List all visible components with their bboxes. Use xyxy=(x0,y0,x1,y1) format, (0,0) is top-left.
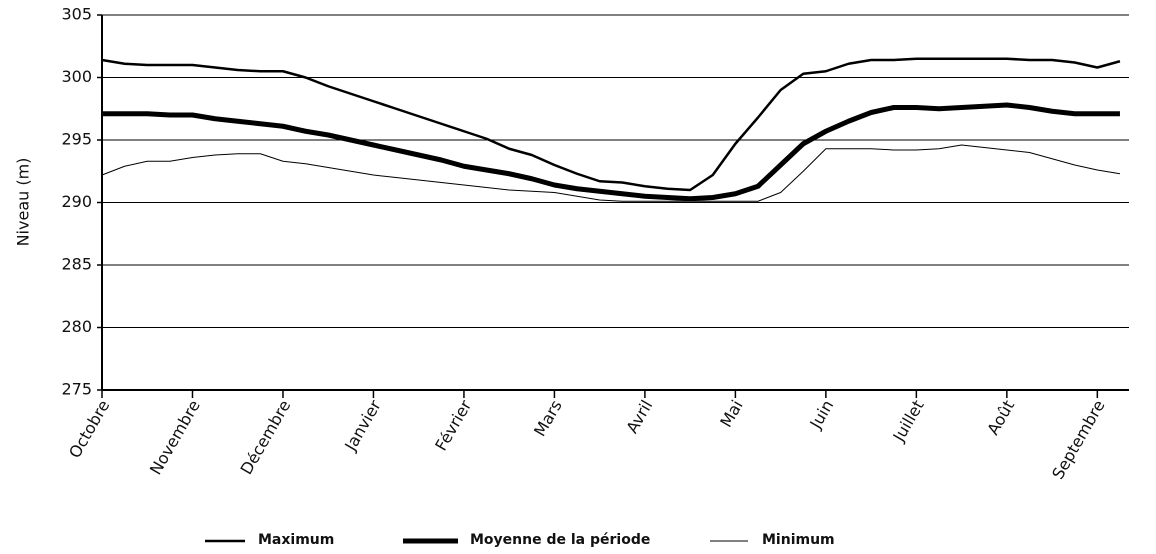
series-line xyxy=(102,102,1120,202)
x-tick-label: Septembre xyxy=(1048,397,1109,483)
x-tick-label: Avril xyxy=(622,397,656,437)
x-tick-label: Juin xyxy=(806,397,838,433)
y-tick-label: 295 xyxy=(61,130,92,149)
legend-label: Moyenne de la période xyxy=(470,532,650,548)
y-tick-label: 275 xyxy=(61,380,92,399)
series-line xyxy=(101,57,1121,192)
y-tick-label: 305 xyxy=(61,5,92,24)
x-tick-label: Janvier xyxy=(340,396,385,454)
series-line xyxy=(101,144,1121,202)
x-tick-label: Décembre xyxy=(237,397,295,478)
x-tick-label: Février xyxy=(431,396,475,454)
y-tick-label: 300 xyxy=(61,67,92,86)
y-tick-label: 285 xyxy=(61,255,92,274)
x-tick-label: Mai xyxy=(716,397,746,431)
legend-label: Minimum xyxy=(762,532,835,548)
x-tick-label: Août xyxy=(983,397,1018,438)
legend-label: Maximum xyxy=(258,532,334,548)
y-tick-label: 280 xyxy=(61,317,92,336)
y-axis-label: Niveau (m) xyxy=(14,158,33,247)
y-tick-label: 290 xyxy=(61,192,92,211)
x-tick-label: Novembre xyxy=(146,397,204,478)
x-tick-label: Octobre xyxy=(65,397,113,462)
x-tick-label: Mars xyxy=(530,397,566,440)
x-tick-label: Juillet xyxy=(889,397,928,446)
